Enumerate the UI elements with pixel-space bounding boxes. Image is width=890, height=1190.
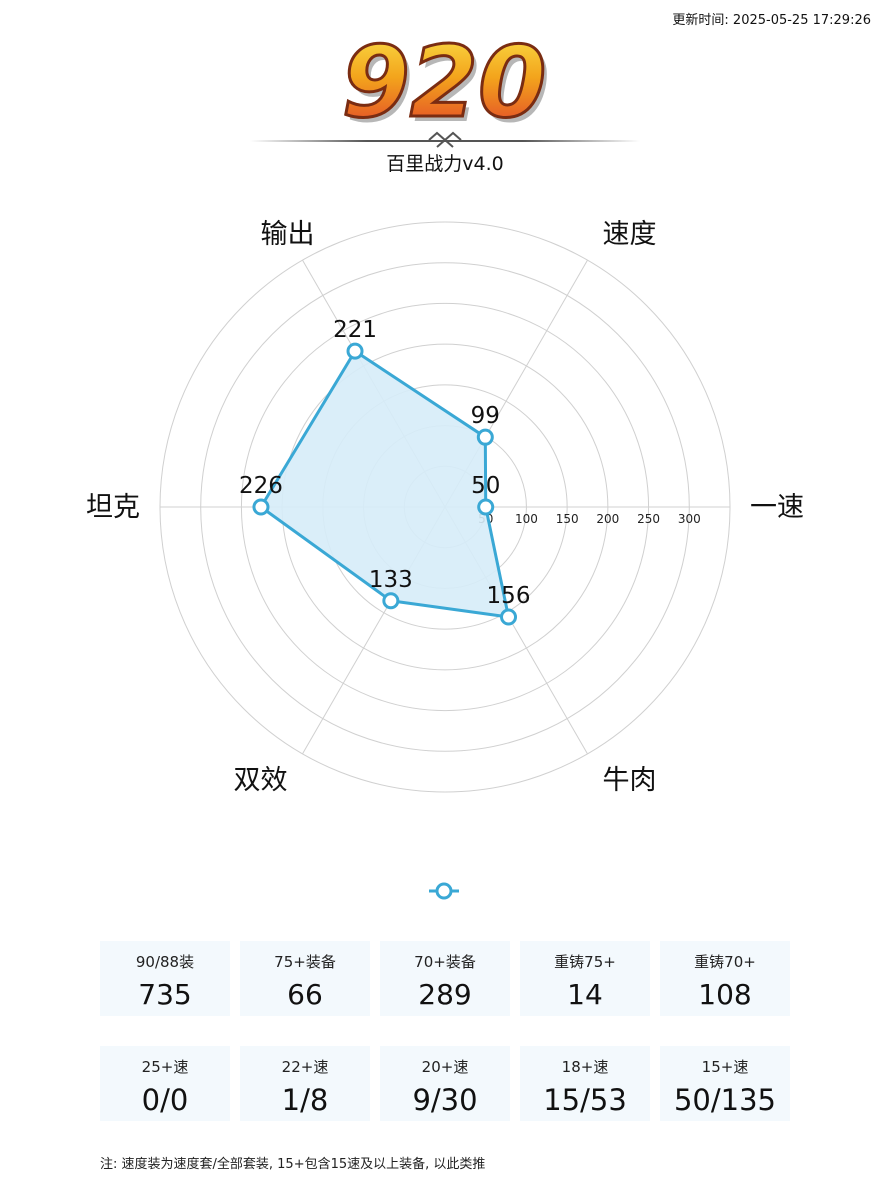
score-value: 920 [342, 28, 547, 138]
radar-indicator-label: 坦克 [86, 492, 140, 523]
stat-value: 50/135 [673, 1083, 777, 1117]
equipment-stats-row: 90/88装 735 75+装备 66 70+装备 289 重铸75+ 14 重… [100, 941, 790, 1016]
speed-stats-row: 25+速 0/0 22+速 1/8 20+速 9/30 18+速 15/53 1… [100, 1046, 790, 1121]
radar-tick-label: 200 [596, 512, 619, 526]
stat-label: 18+速 [561, 1058, 609, 1076]
page-title: 百里战力v4.0 [386, 153, 504, 175]
radar-tick-label: 100 [515, 512, 538, 526]
stat-value: 735 [138, 978, 192, 1011]
stat-label: 重铸70+ [694, 953, 756, 971]
radar-data-label: 221 [333, 317, 377, 343]
stat-card: 90/88装 735 [100, 941, 230, 1016]
radar-data-label: 226 [239, 473, 283, 499]
radar-data-point [382, 592, 400, 610]
radar-indicator-label: 双效 [234, 765, 288, 796]
radar-indicator-label: 一速 [750, 492, 804, 523]
radar-indicator-label: 速度 [603, 219, 657, 250]
stat-value: 289 [418, 978, 472, 1011]
score-header: 920 920 [0, 28, 890, 148]
radar-data-point [252, 498, 270, 516]
stat-card: 15+速 50/135 [660, 1046, 790, 1121]
radar-tick-label: 300 [678, 512, 701, 526]
stat-value: 66 [287, 978, 323, 1011]
radar-tick-label: 250 [637, 512, 660, 526]
radar-data-label: 156 [487, 583, 531, 609]
stat-label: 15+速 [701, 1058, 749, 1076]
stat-label: 90/88装 [135, 953, 195, 971]
stat-card: 70+装备 289 [380, 941, 510, 1016]
stat-value: 15/53 [543, 1083, 627, 1117]
stat-value: 0/0 [141, 1083, 189, 1117]
radar-data-point [477, 498, 495, 516]
stat-label: 70+装备 [414, 953, 476, 971]
stat-card: 75+装备 66 [240, 941, 370, 1016]
stat-label: 重铸75+ [554, 953, 616, 971]
footnote: 注: 速度装为速度套/全部套装, 15+包含15速及以上装备, 以此类推 [100, 1157, 486, 1172]
stat-label: 22+速 [281, 1058, 329, 1076]
legend-series-marker [429, 882, 459, 900]
radar-data-point [346, 342, 364, 360]
update-time: 更新时间: 2025-05-25 17:29:26 [672, 13, 871, 28]
radar-indicator-label: 输出 [261, 219, 315, 250]
radar-indicator-label: 牛肉 [603, 765, 657, 796]
stat-card: 20+速 9/30 [380, 1046, 510, 1121]
divider-ornament-icon [428, 131, 462, 148]
radar-data-label: 50 [471, 473, 500, 499]
stat-card: 18+速 15/53 [520, 1046, 650, 1121]
radar-tick-label: 150 [556, 512, 579, 526]
radar-data-label: 133 [369, 567, 413, 593]
stat-card: 22+速 1/8 [240, 1046, 370, 1121]
stat-value: 14 [567, 978, 603, 1011]
radar-data-label: 99 [471, 403, 500, 429]
stat-card: 25+速 0/0 [100, 1046, 230, 1121]
stat-label: 75+装备 [274, 953, 336, 971]
score-display: 920 920 [340, 28, 551, 138]
radar-data-point [500, 608, 518, 626]
stat-label: 25+速 [141, 1058, 189, 1076]
stat-value: 1/8 [281, 1083, 329, 1117]
stat-value: 9/30 [412, 1083, 478, 1117]
score-shadow: 920 [346, 31, 551, 138]
stat-card: 重铸75+ 14 [520, 941, 650, 1016]
stat-card: 重铸70+ 108 [660, 941, 790, 1016]
stat-label: 20+速 [421, 1058, 469, 1076]
radar-data-point [476, 428, 494, 446]
stat-value: 108 [698, 978, 752, 1011]
